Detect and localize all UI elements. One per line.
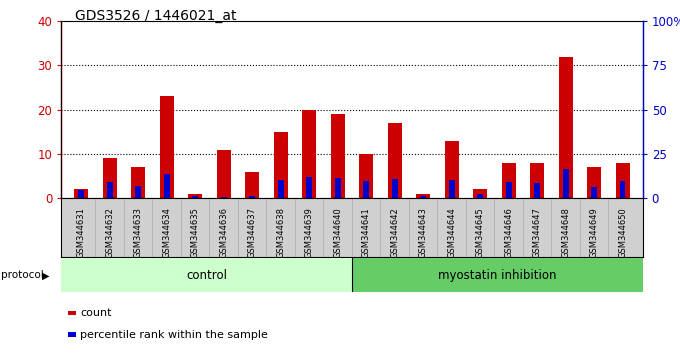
Text: GSM344647: GSM344647 xyxy=(532,207,542,258)
Text: GSM344632: GSM344632 xyxy=(105,207,114,258)
Bar xyxy=(359,154,373,198)
Bar xyxy=(103,159,117,198)
Bar xyxy=(615,163,630,198)
Bar xyxy=(245,172,259,198)
Text: GSM344645: GSM344645 xyxy=(475,207,485,258)
Text: myostatin inhibition: myostatin inhibition xyxy=(438,269,556,282)
Bar xyxy=(352,258,643,292)
Text: GSM344642: GSM344642 xyxy=(390,207,399,258)
Text: GSM344631: GSM344631 xyxy=(77,207,86,258)
Text: GSM344636: GSM344636 xyxy=(219,207,228,258)
Bar xyxy=(278,180,284,198)
Bar xyxy=(192,195,198,198)
Bar xyxy=(188,194,202,198)
Text: GSM344641: GSM344641 xyxy=(362,207,371,258)
Bar xyxy=(473,189,488,198)
Bar xyxy=(335,178,341,198)
Text: ▶: ▶ xyxy=(42,270,50,280)
Bar xyxy=(363,181,369,198)
Bar xyxy=(164,175,169,198)
Bar xyxy=(445,141,459,198)
Bar xyxy=(477,194,483,198)
Bar xyxy=(302,110,316,198)
Bar xyxy=(131,167,146,198)
Text: GSM344644: GSM344644 xyxy=(447,207,456,258)
Bar xyxy=(563,169,568,198)
Bar xyxy=(558,57,573,198)
Bar xyxy=(107,182,112,198)
Bar xyxy=(330,114,345,198)
Text: GSM344633: GSM344633 xyxy=(134,207,143,258)
Bar xyxy=(587,167,601,198)
Bar xyxy=(160,97,174,198)
Bar xyxy=(216,149,231,198)
Text: GSM344635: GSM344635 xyxy=(190,207,200,258)
Bar xyxy=(619,181,626,198)
Bar xyxy=(592,187,597,198)
Text: GSM344646: GSM344646 xyxy=(504,207,513,258)
Bar xyxy=(388,123,402,198)
Bar xyxy=(78,190,84,198)
Text: GSM344650: GSM344650 xyxy=(618,207,627,258)
Bar xyxy=(250,195,255,198)
Text: count: count xyxy=(80,308,112,318)
Text: GSM344640: GSM344640 xyxy=(333,207,342,258)
Bar xyxy=(530,163,544,198)
Bar xyxy=(392,179,398,198)
Bar xyxy=(506,182,511,198)
Text: GDS3526 / 1446021_at: GDS3526 / 1446021_at xyxy=(75,9,237,23)
Text: GSM344648: GSM344648 xyxy=(561,207,570,258)
Text: percentile rank within the sample: percentile rank within the sample xyxy=(80,330,268,339)
Bar xyxy=(416,194,430,198)
Text: protocol: protocol xyxy=(1,270,44,280)
Text: GSM344634: GSM344634 xyxy=(162,207,171,258)
Text: GSM344643: GSM344643 xyxy=(419,207,428,258)
Text: GSM344638: GSM344638 xyxy=(276,207,285,258)
Bar xyxy=(534,183,540,198)
Bar xyxy=(273,132,288,198)
Text: GSM344639: GSM344639 xyxy=(305,207,313,258)
Text: GSM344649: GSM344649 xyxy=(590,207,598,258)
Bar xyxy=(74,189,88,198)
Text: control: control xyxy=(186,269,227,282)
Bar xyxy=(449,180,454,198)
Bar xyxy=(61,258,352,292)
Text: GSM344637: GSM344637 xyxy=(248,207,256,258)
Bar xyxy=(306,177,312,198)
Bar xyxy=(135,186,141,198)
Bar xyxy=(502,163,515,198)
Bar xyxy=(420,196,426,198)
